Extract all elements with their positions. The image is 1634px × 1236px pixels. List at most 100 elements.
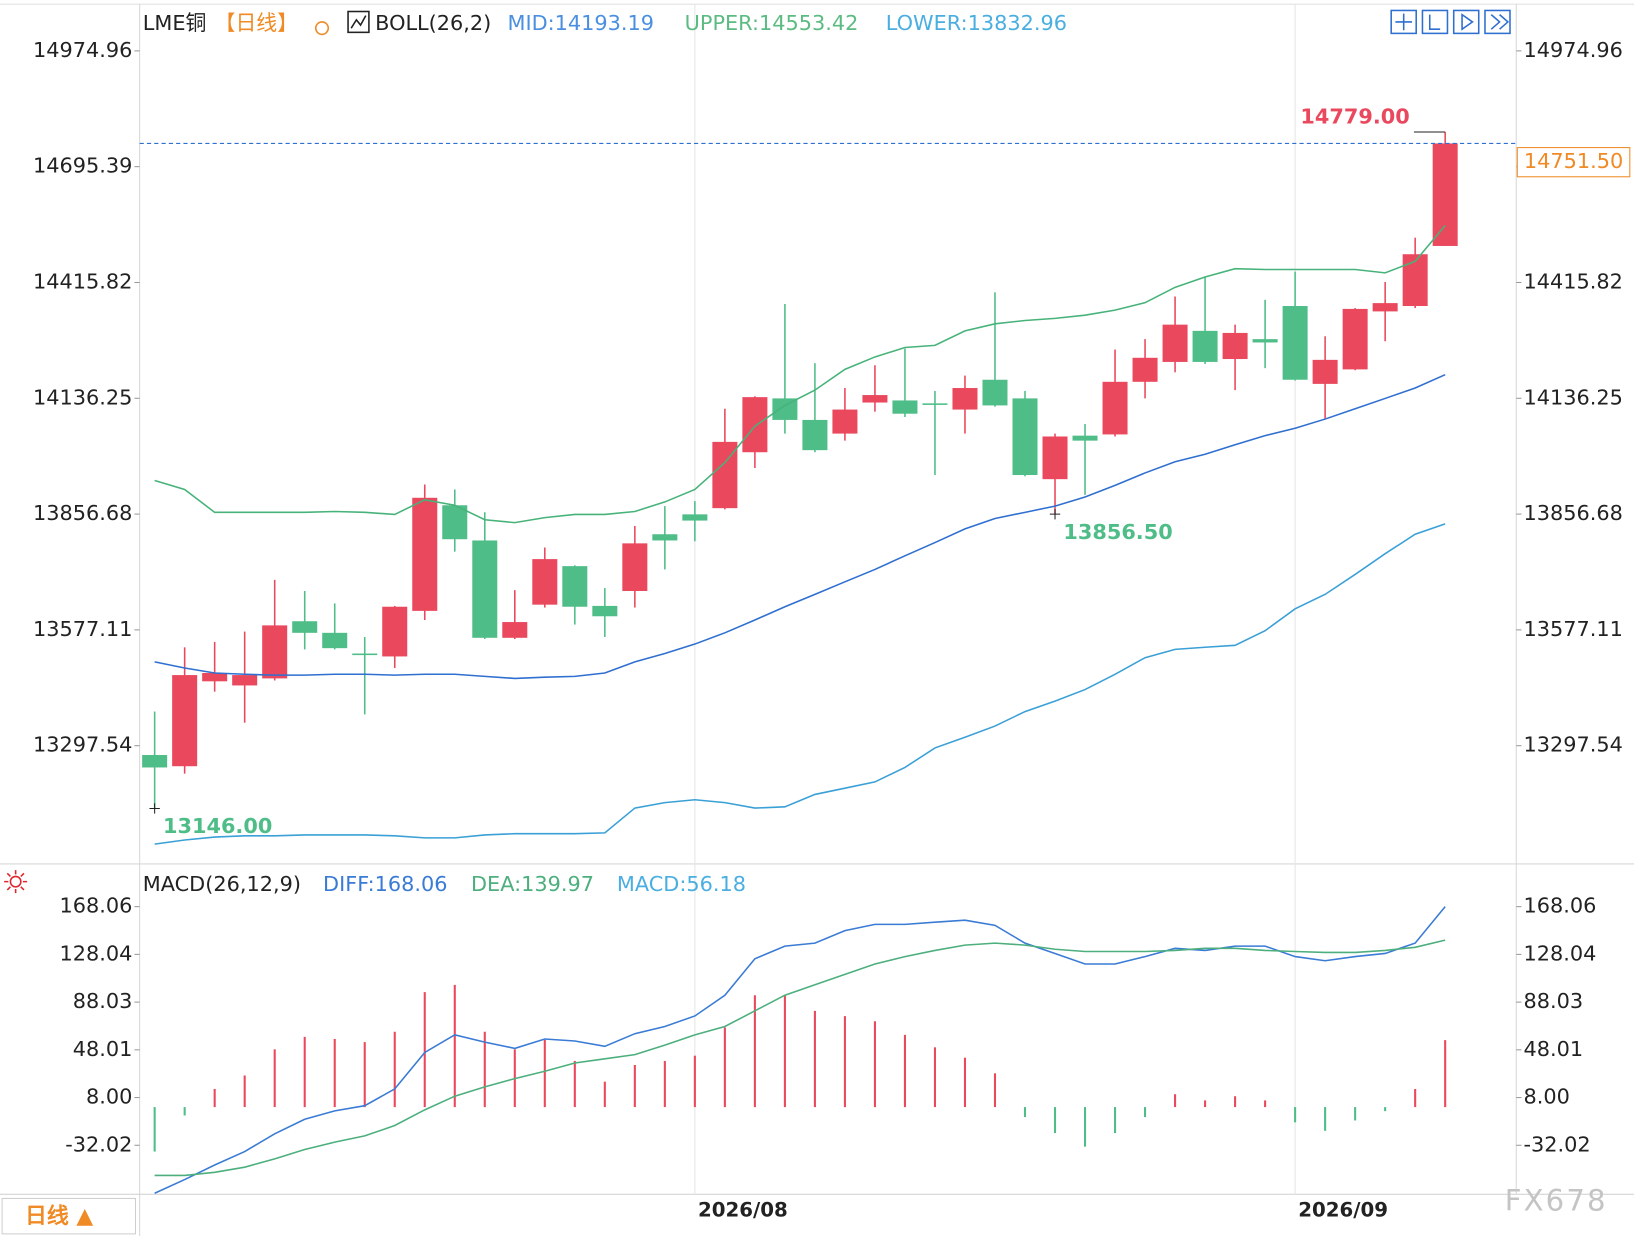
chart-title: LME铜 [143,11,207,35]
x-tick-label: 2026/08 [698,1198,788,1221]
legend-entry: DEA:139.97 [471,872,594,896]
candle-body [982,379,1008,406]
legend-entry: LOWER:13832.96 [886,11,1067,35]
candle-body [622,543,648,591]
candle-body [142,755,168,768]
candle-body [742,397,768,453]
watermark: FX678 [1505,1184,1608,1218]
candle-body [832,409,858,434]
last-price-label: 14751.50 [1524,149,1623,173]
indicator-line [154,373,1446,680]
candle-body [1072,435,1098,441]
candle-body [502,622,528,638]
y-tick-label-right: 13577.11 [1524,617,1623,641]
candle-body [1102,381,1128,435]
legend-entry: MID:14193.19 [507,11,654,35]
y-tick-label: 13297.54 [33,733,132,757]
sun-icon-core [9,875,22,888]
y-tick-label: 14415.82 [33,269,132,293]
y-tick-label: 13577.11 [33,617,132,641]
y-tick-label-right: 14415.82 [1524,269,1623,293]
candle-body [262,625,288,679]
last-price-box [1516,147,1631,178]
toolbar [1390,9,1511,35]
candle-body [442,505,468,540]
candle-body [772,398,798,420]
annotation-label: 13146.00 [163,814,272,838]
candle-body [892,400,918,414]
candle-body [922,403,948,405]
candle-body [532,559,558,605]
candle-body [472,540,498,638]
y-tick-label-right: 128.04 [1524,941,1597,965]
indicator-line [154,939,1446,1177]
y-tick-label: 8.00 [86,1085,132,1109]
toolbar-button[interactable] [1390,9,1417,35]
y-tick-label-right: 88.03 [1524,989,1584,1013]
candle-body [172,675,198,767]
candle-body [1342,308,1368,370]
y-tick-label: 128.04 [59,941,132,965]
candle-body [1042,436,1068,480]
y-tick-label: 48.01 [73,1037,133,1061]
toolbar-button[interactable] [1452,9,1480,35]
candle-body [562,566,588,607]
y-tick-label-right: 14974.96 [1524,38,1623,62]
macd-title: MACD(26,12,9) [143,872,301,896]
y-tick-label: 13856.68 [33,501,132,525]
y-tick-label-right: 8.00 [1524,1085,1570,1109]
candle-body [1162,324,1188,362]
toolbar-button[interactable] [1484,9,1511,35]
candle-body [652,534,678,541]
candle-body [802,419,828,451]
annotation-pointer [149,803,160,814]
y-tick-label: -32.02 [65,1132,132,1156]
legend-entry: DIFF:168.06 [323,872,447,896]
period-label: 【日线】 [215,11,298,35]
y-tick-label-right: 14136.25 [1524,385,1623,409]
candle-body [682,514,708,521]
period-tab-label: 日线 ▲ [25,1203,93,1229]
annotation-label: 14779.00 [1300,104,1409,128]
candle-body [592,605,618,617]
candle-body [1012,398,1038,476]
candle-body [1312,359,1338,384]
y-tick-label-right: 13856.68 [1524,501,1623,525]
y-tick-label: 14136.25 [33,385,132,409]
candle-body [1372,303,1398,312]
candle-body [1222,332,1248,360]
candle-body [292,621,318,633]
y-tick-label-right: 168.06 [1524,894,1597,918]
x-tick-label: 2026/09 [1298,1198,1388,1221]
indicator-icon [347,10,370,34]
indicator-line [154,906,1446,1194]
candle-body [952,388,978,410]
annotation-pointer [1049,508,1061,520]
candle-body [1132,357,1158,382]
indicator-line [154,523,1446,845]
indicator-line [154,224,1446,524]
sun-icon[interactable] [4,870,28,894]
y-tick-label: 168.06 [59,894,132,918]
candle-body [232,675,258,686]
sun-icon-rays [4,870,28,894]
candle-body [862,395,888,403]
period-tab[interactable] [1,1197,136,1235]
candle-body [382,606,408,657]
y-tick-label: 14974.96 [33,38,132,62]
y-tick-label-right: 13297.54 [1524,733,1623,757]
y-tick-label-right: 48.01 [1524,1037,1584,1061]
candle-body [352,653,378,656]
legend-entry: MACD:56.18 [617,872,746,896]
candle-body [202,673,228,682]
toolbar-button[interactable] [1421,9,1449,35]
candle-body [1252,339,1278,343]
legend-entry: UPPER:14553.42 [685,11,859,35]
candle-body [412,497,438,611]
indicator-icon-line [350,15,367,29]
candle-body [1192,330,1218,362]
settings-icon[interactable] [314,21,330,36]
